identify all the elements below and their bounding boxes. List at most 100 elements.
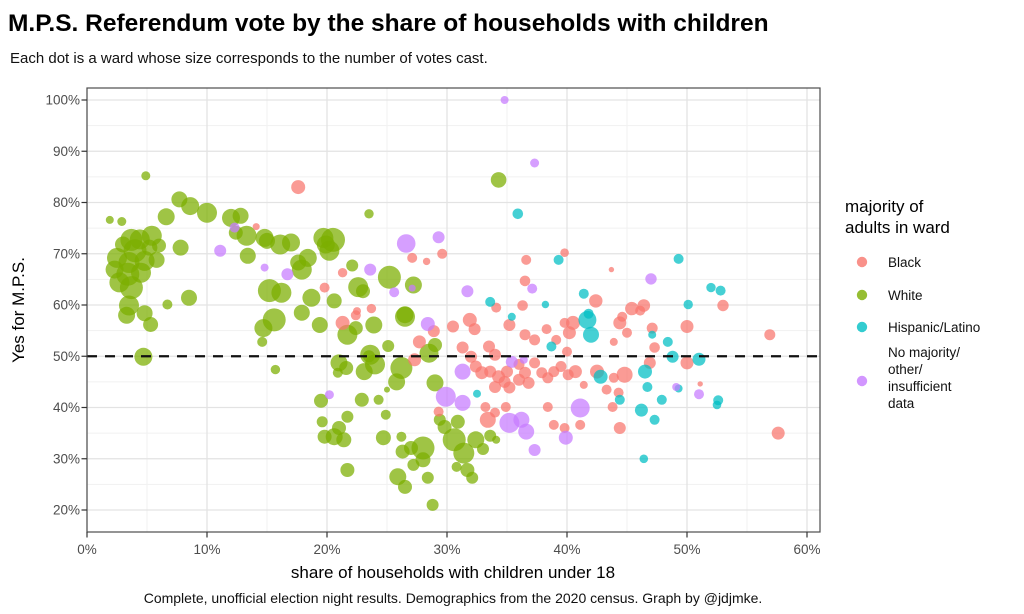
data-point bbox=[697, 381, 703, 387]
data-point bbox=[546, 341, 557, 352]
y-tick-label: 80% bbox=[53, 195, 80, 210]
data-point bbox=[622, 327, 632, 338]
data-point bbox=[319, 282, 330, 293]
data-point bbox=[437, 248, 448, 259]
data-point bbox=[649, 342, 660, 353]
data-point bbox=[593, 369, 608, 384]
data-point bbox=[236, 225, 257, 246]
legend-key-hispanic-latino bbox=[856, 321, 868, 333]
data-point bbox=[239, 247, 256, 264]
data-point bbox=[162, 299, 173, 310]
data-point bbox=[181, 289, 197, 306]
data-point bbox=[380, 409, 391, 420]
data-point bbox=[683, 299, 693, 310]
data-point bbox=[541, 324, 552, 335]
data-point bbox=[559, 423, 570, 433]
x-tick-label: 10% bbox=[193, 542, 220, 557]
chart-title: M.P.S. Referendum vote by the share of h… bbox=[8, 10, 769, 37]
data-point bbox=[548, 419, 559, 430]
data-point bbox=[715, 285, 726, 296]
data-point bbox=[609, 337, 618, 346]
y-tick-label: 30% bbox=[53, 451, 80, 466]
data-point bbox=[281, 268, 294, 281]
data-point bbox=[485, 296, 496, 307]
data-point bbox=[542, 402, 553, 412]
data-point bbox=[616, 366, 633, 383]
data-point bbox=[522, 376, 535, 389]
x-tick-label: 0% bbox=[77, 542, 97, 557]
data-point bbox=[346, 259, 359, 272]
y-axis-title: Yes for M.P.S. bbox=[9, 257, 28, 363]
data-point bbox=[638, 364, 652, 379]
data-point bbox=[311, 317, 328, 333]
data-point bbox=[302, 288, 321, 307]
data-point bbox=[473, 389, 481, 398]
y-tick-label: 100% bbox=[45, 93, 80, 108]
data-point bbox=[694, 389, 704, 400]
data-point bbox=[589, 294, 603, 308]
data-point bbox=[680, 320, 694, 333]
data-point bbox=[492, 435, 501, 444]
data-point bbox=[314, 393, 328, 408]
y-tick-label: 70% bbox=[53, 246, 80, 261]
data-point bbox=[364, 263, 377, 276]
legend-label-white: White bbox=[888, 288, 923, 303]
data-point bbox=[500, 402, 511, 412]
chart-caption: Complete, unofficial election night resu… bbox=[144, 590, 763, 606]
legend-label-hispanic-latino: Hispanic/Latino bbox=[888, 320, 980, 335]
data-point bbox=[530, 158, 540, 168]
y-tick-label: 90% bbox=[53, 144, 80, 159]
data-point bbox=[646, 322, 658, 334]
data-points bbox=[105, 96, 785, 511]
legend-key-no-majority bbox=[856, 375, 868, 387]
data-point bbox=[447, 320, 459, 333]
data-point bbox=[377, 265, 401, 289]
data-point bbox=[365, 316, 383, 334]
legend-label-no-majority-line3: insufficient bbox=[888, 379, 952, 394]
data-point bbox=[324, 390, 334, 400]
data-point bbox=[500, 96, 509, 104]
data-point bbox=[613, 316, 627, 330]
data-point bbox=[396, 431, 407, 442]
data-point bbox=[426, 498, 439, 511]
data-point bbox=[764, 329, 776, 341]
data-point bbox=[433, 406, 444, 417]
data-point bbox=[152, 238, 166, 253]
data-point bbox=[562, 346, 572, 357]
data-point bbox=[529, 357, 541, 369]
data-point bbox=[512, 208, 524, 220]
data-point bbox=[259, 232, 275, 249]
y-axis-tick-labels: 100% 90% 80% 70% 60% 50% 40% 30% 20% bbox=[45, 93, 80, 518]
legend-key-black bbox=[856, 256, 868, 268]
data-point bbox=[389, 287, 400, 298]
data-point bbox=[521, 254, 532, 265]
data-point bbox=[356, 284, 370, 299]
data-point bbox=[656, 394, 667, 405]
data-point bbox=[373, 394, 384, 405]
data-point bbox=[480, 402, 491, 412]
data-point bbox=[483, 340, 495, 353]
data-point bbox=[426, 374, 444, 392]
data-point bbox=[197, 202, 217, 223]
data-point bbox=[435, 386, 456, 407]
data-point bbox=[505, 355, 518, 368]
data-point bbox=[420, 317, 435, 331]
data-point bbox=[412, 335, 426, 349]
data-point bbox=[319, 240, 340, 261]
data-point bbox=[157, 208, 175, 226]
data-point bbox=[555, 361, 567, 372]
data-point bbox=[519, 355, 528, 364]
data-point bbox=[692, 352, 706, 366]
data-point bbox=[326, 293, 342, 309]
data-point bbox=[518, 423, 535, 440]
data-point bbox=[214, 244, 227, 257]
data-point bbox=[625, 301, 639, 316]
data-point bbox=[662, 336, 673, 347]
data-point bbox=[634, 403, 648, 417]
data-point bbox=[350, 310, 361, 321]
data-point bbox=[364, 209, 374, 219]
legend-title-line1: majority of bbox=[845, 197, 924, 216]
data-point bbox=[562, 326, 576, 340]
data-point bbox=[270, 364, 281, 375]
